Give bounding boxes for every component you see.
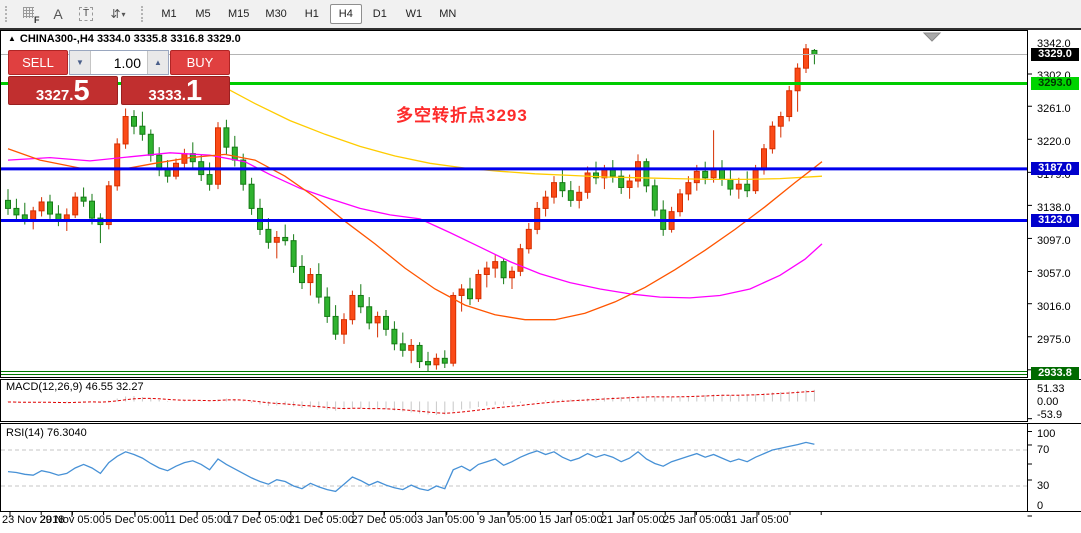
macd-axis-label: 0.00 <box>1037 395 1059 408</box>
arrange-icon[interactable]: ⇵ ▾ <box>110 7 126 21</box>
date-label: 25 Jan 05:00 <box>663 514 727 526</box>
date-label: 23 Nov 2018 <box>2 514 65 526</box>
text-label-icon[interactable]: A <box>53 6 63 22</box>
timeframe-bar: M1 M5 M15 M30 H1 H4 D1 W1 MN <box>152 4 465 24</box>
buy-button[interactable]: BUY <box>170 50 230 75</box>
timeframe-button-H4[interactable]: H4 <box>329 4 362 24</box>
date-label: 21 Jan 05:00 <box>601 514 665 526</box>
timeframe-button-MN[interactable]: MN <box>439 8 457 20</box>
date-label: 15 Jan 05:00 <box>539 514 603 526</box>
rsi-label: RSI(14) 76.3040 <box>6 427 87 439</box>
volume-decrease-button[interactable]: ▼ <box>70 51 91 74</box>
boxed-t: T <box>78 7 94 21</box>
timeframe-button-M30[interactable]: M30 <box>265 8 287 20</box>
chart-canvas[interactable] <box>0 30 1081 533</box>
price-tick-label: 3138.0 <box>1037 202 1071 215</box>
macd-axis-label: -53.9 <box>1037 408 1063 421</box>
timeframe-button-M1[interactable]: M1 <box>161 8 177 20</box>
one-click-trade-panel: SELL ▼ 1.00 ▲ BUY 3327. 5 3333. 1 <box>8 50 230 106</box>
date-label: 9 Jan 05:00 <box>479 514 537 526</box>
price-badge: 3329.0 <box>1031 47 1079 61</box>
toolbar-grip[interactable] <box>5 6 11 22</box>
price-tick-label: 3097.0 <box>1037 235 1071 248</box>
macd-axis-label: 51.33 <box>1037 382 1065 395</box>
dropdown-caret-icon[interactable]: ▾ <box>121 9 126 19</box>
sell-price-display[interactable]: 3327. 5 <box>8 76 118 106</box>
toolbar: F A T ⇵ ▾ M1 M5 M15 M30 H1 H4 D1 W1 MN <box>0 0 1081 28</box>
macd-label: MACD(12,26,9) 46.55 32.27 <box>6 381 144 393</box>
timeframe-button-D1[interactable]: D1 <box>372 8 387 20</box>
date-label: 3 Jan 05:00 <box>417 514 475 526</box>
grid-f-icon[interactable]: F <box>18 3 42 25</box>
chart-shift-marker <box>922 32 942 42</box>
collapse-icon[interactable]: ▲ <box>8 34 16 43</box>
timeframe-button-M15[interactable]: M15 <box>228 8 250 20</box>
volume-spinner: ▼ 1.00 ▲ <box>69 50 169 75</box>
date-label: 17 Dec 05:00 <box>226 514 292 526</box>
price-tick-label: 3016.0 <box>1037 300 1071 313</box>
price-tick-label: 3261.0 <box>1037 103 1071 116</box>
price-tick-label: 3220.0 <box>1037 136 1071 149</box>
date-label: 31 Jan 05:00 <box>725 514 789 526</box>
price-tick-label: 2975.0 <box>1037 333 1071 346</box>
timeframe-button-H1[interactable]: H1 <box>304 8 319 20</box>
rsi-axis-label: 70 <box>1037 444 1050 456</box>
date-label: 29 Nov 05:00 <box>39 514 105 526</box>
price-badge: 3293.0 <box>1031 76 1079 90</box>
timeframe-button-M5[interactable]: M5 <box>195 8 211 20</box>
chart-annotation: 多空转折点3293 <box>396 106 528 125</box>
buy-price-display[interactable]: 3333. 1 <box>120 76 230 106</box>
price-tick-label: 3342.0 <box>1037 38 1071 50</box>
date-label: 11 Dec 05:00 <box>164 514 230 526</box>
price-badge: 3187.0 <box>1031 162 1079 176</box>
price-badge: 2933.8 <box>1031 366 1079 380</box>
toolbar-grip-2[interactable] <box>141 6 147 22</box>
grid-dots: F <box>22 6 40 25</box>
candles-group <box>5 44 818 372</box>
date-label: 27 Dec 05:00 <box>351 514 417 526</box>
date-label: 5 Dec 05:00 <box>105 514 165 526</box>
text-box-icon[interactable]: T <box>74 3 98 25</box>
chart-title: ▲ CHINA300-,H4 3334.0 3335.8 3316.8 3329.… <box>8 33 241 45</box>
volume-input[interactable]: 1.00 <box>113 54 141 71</box>
date-label: 21 Dec 05:00 <box>288 514 354 526</box>
window-border <box>0 28 1081 30</box>
price-badge: 3123.0 <box>1031 214 1079 227</box>
timeframe-button-W1[interactable]: W1 <box>405 8 423 20</box>
rsi-axis-label: 100 <box>1037 428 1056 440</box>
volume-increase-button[interactable]: ▲ <box>147 51 168 74</box>
sell-button[interactable]: SELL <box>8 50 68 75</box>
price-tick-label: 3057.0 <box>1037 267 1071 280</box>
rsi-axis-label: 0 <box>1037 500 1044 512</box>
rsi-axis-label: 30 <box>1037 480 1050 492</box>
